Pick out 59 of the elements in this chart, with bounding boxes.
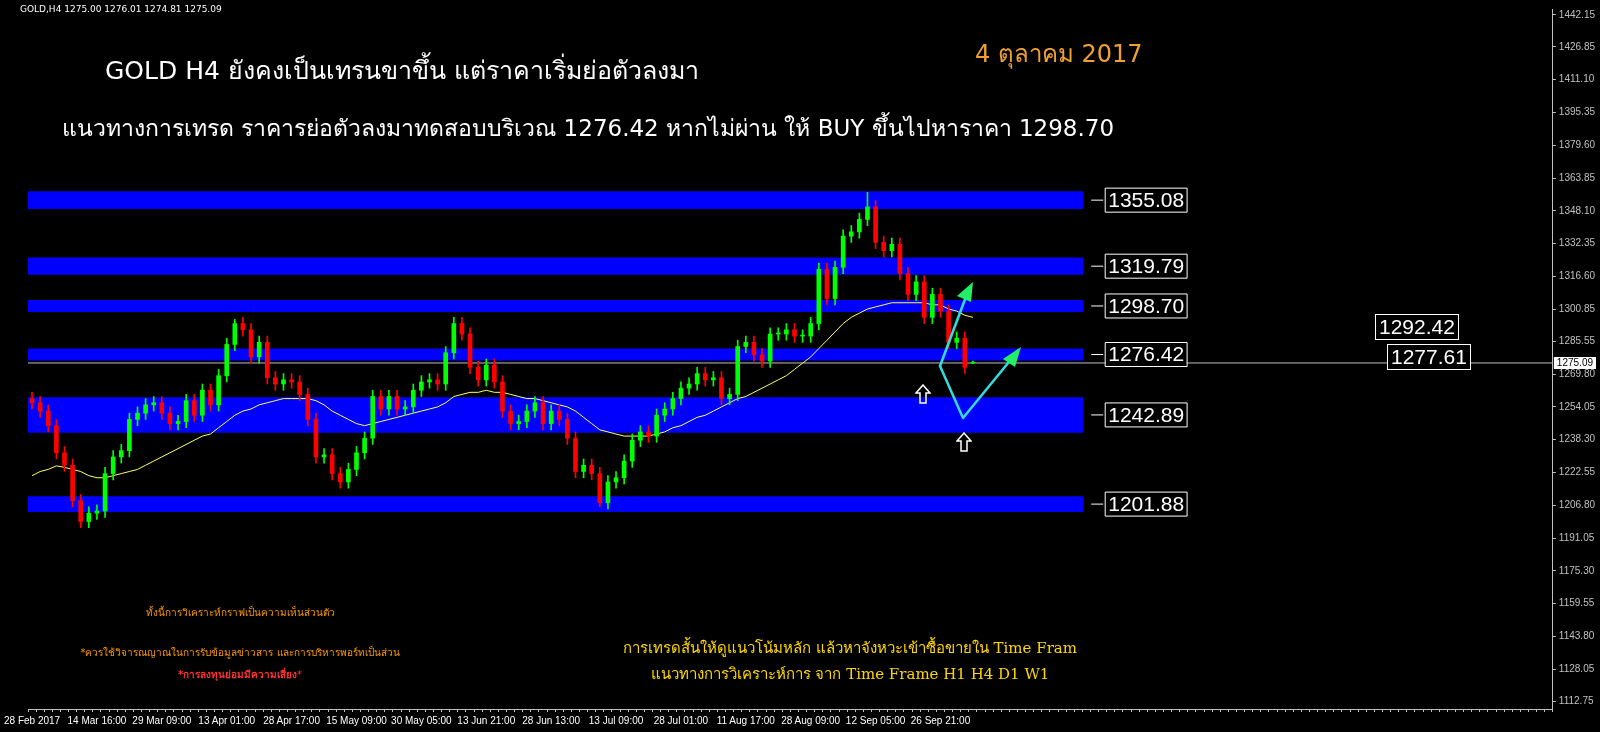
annotation: ทั้งนี้การวิเคราะห์กราฟเป็นความเห็นส่วนตัว <box>145 605 335 620</box>
y-tick-label: 1222.55 <box>1558 466 1596 478</box>
y-tick-label: 1254.05 <box>1558 400 1596 412</box>
ref-line-label: 1275.09 <box>1556 356 1594 368</box>
candlestick <box>175 414 181 431</box>
y-tick-label: 1159.55 <box>1558 597 1595 609</box>
y-tick-label: 1363.85 <box>1558 171 1596 183</box>
band-label: 1355.08 <box>1108 187 1185 211</box>
x-tick-label: 30 May 05:00 <box>391 714 453 726</box>
y-tick-label: 1175.30 <box>1558 564 1595 576</box>
x-tick-label: 28 Feb 2017 <box>3 714 61 726</box>
x-tick-label: 28 Jul 01:00 <box>653 714 709 726</box>
annotation: *การลงทุนย่อมมีความเสี่ยง* <box>177 667 303 682</box>
y-tick-label: 1143.80 <box>1558 630 1595 642</box>
x-tick-label: 13 Jul 09:00 <box>588 714 644 726</box>
y-tick-label: 1300.85 <box>1558 303 1596 315</box>
y-tick-label: 1395.35 <box>1558 106 1596 118</box>
y-tick-label: 1348.10 <box>1558 204 1596 216</box>
x-tick-label: 28 Apr 17:00 <box>263 714 321 726</box>
annotation: 1292.42 <box>1375 314 1459 340</box>
annotation: แนวทางการวิเคราะห์การ จาก Time Frame H1 H4 D1 W1 <box>650 664 1050 685</box>
y-tick-label: 1332.35 <box>1558 237 1596 249</box>
y-tick-label: 1379.60 <box>1558 139 1596 150</box>
band-label: 1242.89 <box>1108 402 1185 426</box>
y-tick-label: 1206.80 <box>1558 499 1596 510</box>
candlestick <box>848 225 854 243</box>
x-tick-label: 26 Sep 21:00 <box>910 714 971 726</box>
x-tick-label: 11 Aug 17:00 <box>716 714 776 726</box>
band-label: 1319.79 <box>1108 253 1185 277</box>
y-tick-label: 1269.80 <box>1558 367 1596 379</box>
y-tick-label: 1316.60 <box>1558 270 1596 282</box>
annotation: *ควรใช้วิจารณญาณในการรับข้อมูลข่าวสาร และการบริหารพอร์ทเป็นส่วน <box>80 645 400 660</box>
x-tick-label: 13 Apr 01:00 <box>198 714 256 726</box>
x-tick-label: 28 Jun 13:00 <box>522 714 581 726</box>
y-tick-label: 1112.75 <box>1558 694 1594 706</box>
y-tick-label: 1411.10 <box>1558 73 1595 85</box>
annotation: การเทรดสั้นให้ดูแนวโน้มหลัก แล้วหาจังหวะเข้าซื้อขายใน Time Fram <box>623 636 1077 659</box>
y-tick-label: 1426.85 <box>1558 40 1596 52</box>
y-tick-label: 1238.30 <box>1558 433 1596 445</box>
x-tick-label: 13 Jun 21:00 <box>457 714 516 726</box>
y-tick-label: 1442.15 <box>1558 8 1596 20</box>
y-tick-label: 1285.55 <box>1558 334 1596 346</box>
annotation: 4 ตุลาคม 2017 <box>975 39 1143 71</box>
text: GOLD H4 ยังคงเป็นเทรนขาขึ้น แต่ราคาเริ่มย่อตัวลงมา <box>105 51 699 87</box>
x-tick-label: 15 May 09:00 <box>326 714 388 726</box>
band-label: 1201.88 <box>1108 491 1185 515</box>
candlestick <box>516 414 522 431</box>
x-tick-label: 12 Sep 05:00 <box>845 714 906 726</box>
text: แนวทางการเทรด ราคารย่อตัวลงมาทดสอบบริเวณ 1276.42 หากไม่ผ่าน ให้ BUY ขึ้นไปหาราคา 1298.70 <box>62 111 1115 143</box>
x-tick-label: 14 Mar 16:00 <box>67 714 127 726</box>
y-tick-label: 1128.05 <box>1558 663 1595 675</box>
y-tick-label: 1191.05 <box>1558 531 1595 543</box>
x-tick-label: 29 Mar 09:00 <box>132 714 192 726</box>
annotation: GOLD,H4 1275.00 1276.01 1274.81 1275.09 <box>20 4 222 14</box>
candlestick <box>151 396 157 412</box>
x-tick-label: 28 Aug 09:00 <box>781 714 841 726</box>
annotation: 1277.61 <box>1387 344 1471 370</box>
band-label: 1276.42 <box>1108 342 1185 366</box>
band-label: 1298.70 <box>1108 293 1185 317</box>
